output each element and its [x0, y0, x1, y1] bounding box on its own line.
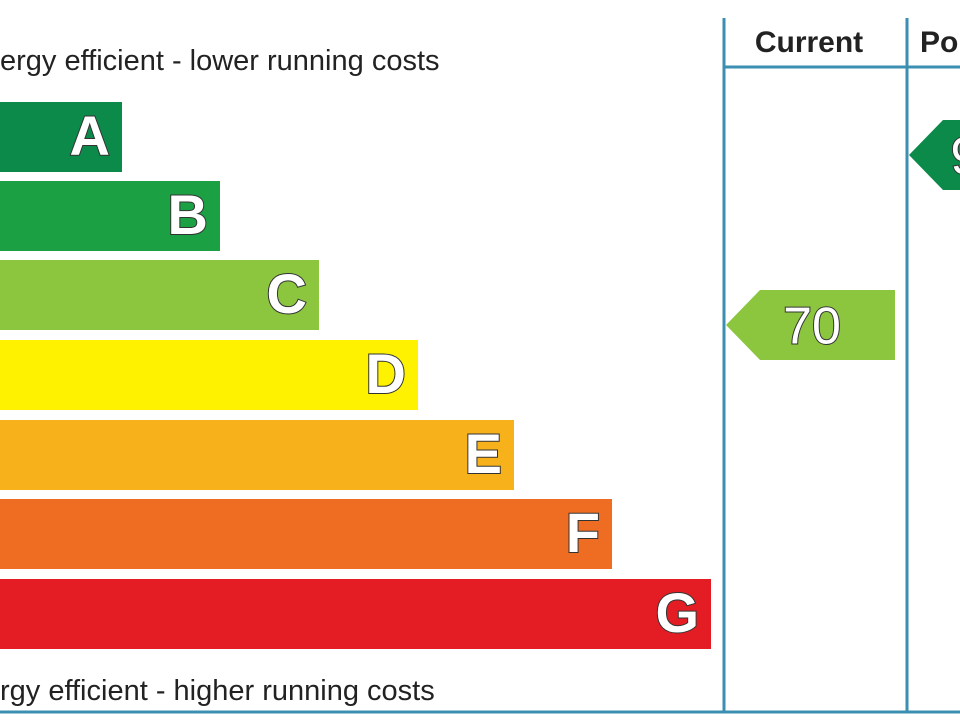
current-header: Current — [755, 26, 863, 59]
band-letter: B — [168, 183, 208, 246]
band — [0, 181, 220, 251]
potential-header: Po — [920, 26, 958, 59]
band-letter: D — [366, 342, 406, 405]
band — [0, 420, 514, 490]
potential-arrow — [909, 120, 960, 190]
band-letter: A — [70, 104, 110, 167]
band — [0, 499, 612, 569]
band — [0, 340, 418, 410]
top-note: ergy efficient - lower running costs — [0, 45, 440, 77]
band-letter: E — [465, 422, 502, 485]
band-letter: C — [267, 262, 307, 325]
potential-value: 9 — [951, 128, 960, 186]
band — [0, 260, 319, 330]
current-value: 70 — [783, 298, 841, 356]
band — [0, 102, 122, 172]
bottom-note: rgy efficient - higher running costs — [0, 675, 435, 707]
band-letter: G — [655, 581, 699, 644]
current-arrow — [726, 290, 895, 360]
band — [0, 579, 711, 649]
band-letter: F — [566, 501, 600, 564]
